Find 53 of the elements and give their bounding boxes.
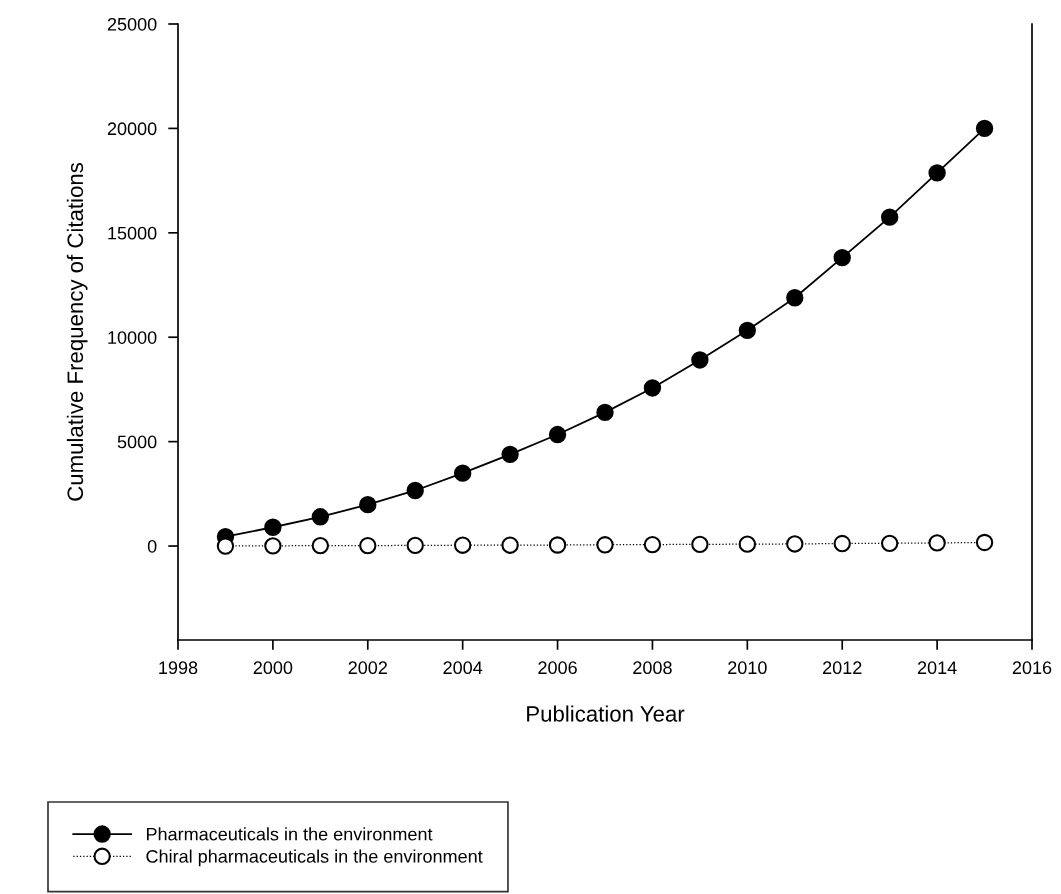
point — [975, 119, 994, 138]
point — [786, 289, 804, 307]
x-tick-label: 2010 — [728, 661, 767, 675]
point — [643, 535, 662, 554]
point — [501, 445, 519, 464]
point — [833, 534, 851, 553]
point — [786, 535, 804, 553]
point — [596, 403, 614, 422]
point — [359, 496, 377, 514]
point — [264, 518, 282, 536]
y-tick-label: 5000 — [117, 435, 157, 449]
point — [975, 533, 994, 552]
point — [691, 351, 709, 369]
point — [738, 321, 757, 340]
y-tick-label: 25000 — [107, 17, 157, 31]
point — [406, 536, 424, 555]
point — [691, 535, 709, 554]
point — [311, 536, 330, 555]
point — [453, 464, 472, 482]
point — [880, 208, 899, 226]
point — [880, 534, 899, 552]
y-tick-label: 15000 — [108, 226, 157, 240]
point — [596, 536, 614, 554]
point — [501, 536, 519, 554]
x-tick-label: 2016 — [1012, 661, 1052, 675]
x-tick-label: 2006 — [538, 661, 577, 675]
x-tick-label: 1998 — [159, 661, 198, 675]
point — [359, 536, 377, 555]
point — [216, 537, 235, 555]
point — [311, 508, 330, 526]
x-tick-label: 2014 — [917, 661, 957, 675]
point — [928, 164, 946, 182]
x-tick-label: 2000 — [253, 661, 293, 675]
x-tick-label: 2002 — [348, 661, 387, 675]
y-tick-label: 0 — [147, 539, 157, 553]
point — [548, 536, 567, 554]
x-tick-label: 2004 — [443, 661, 483, 675]
point — [928, 534, 946, 552]
point — [833, 248, 851, 267]
legend-label: Chiral pharmaceuticals in the environment — [146, 849, 483, 867]
x-tick-label: 2012 — [823, 661, 862, 675]
y-tick-label: 10000 — [108, 331, 157, 344]
point — [406, 481, 424, 500]
legend-label: Pharmaceuticals in the environment — [146, 827, 433, 841]
point — [738, 535, 757, 553]
x-tick-label: 2008 — [633, 661, 672, 675]
x-axis-title: Publication Year — [527, 705, 685, 722]
point — [264, 537, 282, 555]
point — [548, 425, 567, 444]
y-axis-title: Cumulative Frequency of Citations — [66, 162, 88, 501]
point — [453, 536, 472, 554]
y-tick-label: 20000 — [107, 122, 157, 136]
point — [643, 379, 662, 397]
